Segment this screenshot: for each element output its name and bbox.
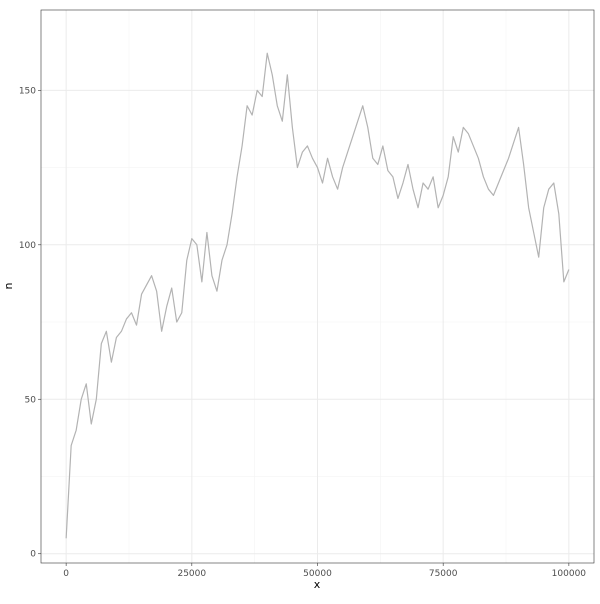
x-tick-label: 75000 bbox=[429, 569, 458, 579]
data-line bbox=[65, 52, 570, 539]
x-tick-label: 0 bbox=[63, 569, 69, 579]
y-tick-label: 150 bbox=[19, 86, 36, 96]
x-tick-label: 25000 bbox=[177, 569, 206, 579]
x-tick-label: 50000 bbox=[303, 569, 332, 579]
x-tick-label: 100000 bbox=[552, 569, 587, 579]
y-axis-title: n bbox=[2, 282, 15, 289]
y-tick-label: 100 bbox=[19, 241, 36, 251]
x-axis-title: x bbox=[314, 578, 321, 591]
y-tick-label: 50 bbox=[25, 395, 37, 405]
y-tick-label: 0 bbox=[30, 550, 36, 560]
